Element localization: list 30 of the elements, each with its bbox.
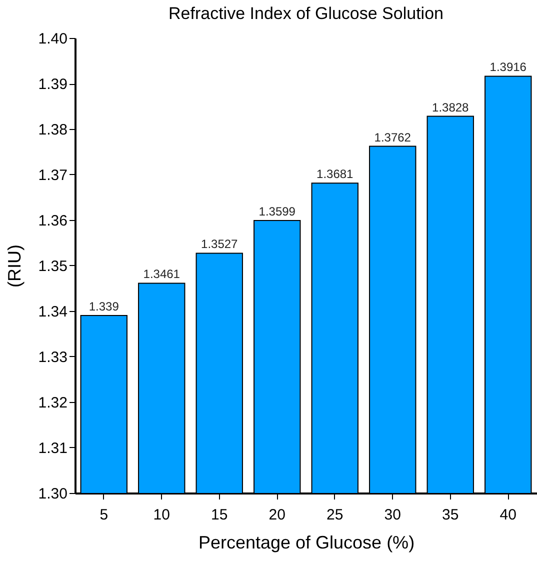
- x-tick-label: 20: [268, 506, 286, 524]
- x-tick-label: 15: [211, 506, 228, 524]
- data-label: 1.3461: [143, 267, 180, 282]
- data-label: 1.339: [88, 300, 120, 314]
- y-tick-label: 1.30: [38, 486, 68, 502]
- x-tick-label: 25: [326, 506, 344, 524]
- data-label: 1.3527: [201, 237, 238, 252]
- y-tick-label: 1.35: [38, 258, 68, 275]
- y-tick-label: 1.37: [38, 167, 68, 184]
- y-tick-label: 1.39: [38, 76, 68, 93]
- y-tick-label: 1.31: [38, 440, 68, 457]
- data-label: 1.3762: [374, 130, 412, 144]
- x-tick-label: 10: [153, 506, 170, 524]
- y-tick-label: 1.36: [38, 212, 68, 230]
- x-tick-label: 5: [100, 506, 108, 524]
- data-label: 1.3681: [316, 167, 354, 182]
- data-label: 1.3916: [490, 60, 527, 74]
- x-tick-label: 35: [442, 506, 459, 524]
- data-label: 1.3828: [432, 100, 470, 114]
- x-tick-label: 40: [500, 506, 516, 524]
- y-axis-title: (RIU): [4, 244, 24, 288]
- y-tick-label: 1.40: [38, 30, 68, 48]
- y-tick-label: 1.34: [38, 304, 68, 320]
- y-tick-label: 1.33: [38, 349, 68, 366]
- y-tick-label: 1.32: [38, 394, 68, 412]
- x-tick-label: 30: [384, 506, 401, 524]
- x-axis-title: Percentage of Glucose (%): [198, 532, 415, 552]
- data-label: 1.3599: [258, 204, 296, 218]
- y-tick-label: 1.38: [38, 122, 68, 138]
- chart-title: Refractive Index of Glucose Solution: [168, 4, 444, 23]
